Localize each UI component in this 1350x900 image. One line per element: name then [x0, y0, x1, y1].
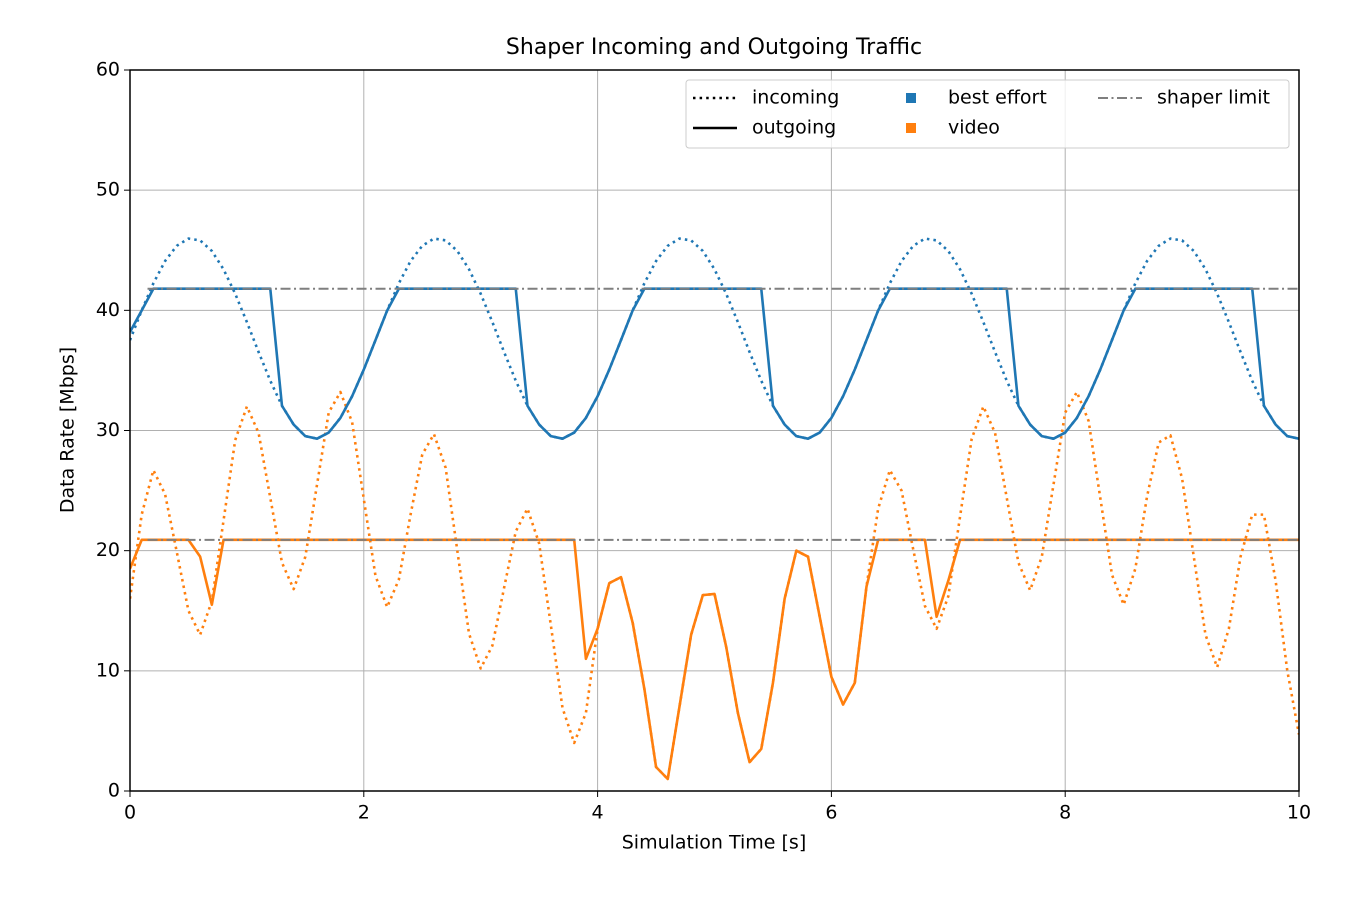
x-tick-label: 6 [825, 802, 837, 824]
y-tick-label: 50 [96, 179, 120, 201]
x-tick-label: 0 [124, 802, 136, 824]
series-line [130, 287, 1299, 440]
legend-label: incoming [752, 87, 839, 109]
legend-label: best effort [948, 87, 1047, 109]
legend-label: outgoing [752, 117, 836, 139]
y-tick-label: 20 [96, 539, 120, 561]
x-axis-label: Simulation Time [s] [622, 832, 807, 854]
legend-label: shaper limit [1157, 87, 1270, 109]
x-tick-label: 2 [358, 802, 370, 824]
y-tick-label: 10 [96, 659, 120, 681]
legend-marker [906, 93, 916, 103]
legend-marker [906, 123, 916, 133]
y-tick-label: 0 [108, 780, 120, 802]
chart-title: Shaper Incoming and Outgoing Traffic [506, 35, 922, 60]
plot-lines [130, 237, 1299, 781]
legend-label: video [948, 117, 1000, 139]
axes: 0 2 4 6 8 10 0 10 20 30 40 50 60 [96, 59, 1311, 824]
y-tick-label: 60 [96, 59, 120, 81]
x-tick-label: 8 [1059, 802, 1071, 824]
legend: incoming outgoing best effort video shaper l… [685, 79, 1290, 149]
x-tick-label: 4 [592, 802, 604, 824]
y-tick-label: 40 [96, 299, 120, 321]
y-tick-label: 30 [96, 419, 120, 441]
x-tick-label: 10 [1287, 802, 1311, 824]
y-axis-label: Data Rate [Mbps] [57, 347, 79, 513]
